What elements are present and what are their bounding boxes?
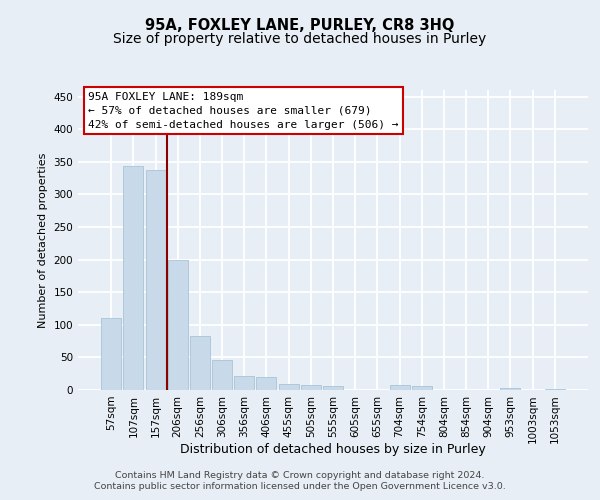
Text: Size of property relative to detached houses in Purley: Size of property relative to detached ho… (113, 32, 487, 46)
Text: Distribution of detached houses by size in Purley: Distribution of detached houses by size … (180, 442, 486, 456)
Text: Contains HM Land Registry data © Crown copyright and database right 2024.: Contains HM Land Registry data © Crown c… (115, 471, 485, 480)
Bar (412, 386, 432, 390)
Text: Contains public sector information licensed under the Open Government Licence v3: Contains public sector information licen… (94, 482, 506, 491)
Bar (389, 385, 410, 390)
Bar (101, 318, 121, 390)
Bar (234, 376, 254, 390)
Bar (190, 336, 210, 390)
Bar (256, 377, 277, 390)
Text: 95A, FOXLEY LANE, PURLEY, CR8 3HQ: 95A, FOXLEY LANE, PURLEY, CR8 3HQ (145, 18, 455, 32)
Text: 95A FOXLEY LANE: 189sqm
← 57% of detached houses are smaller (679)
42% of semi-d: 95A FOXLEY LANE: 189sqm ← 57% of detache… (88, 92, 398, 130)
Bar (500, 388, 520, 390)
Bar (146, 170, 166, 390)
Bar (301, 386, 321, 390)
Bar (168, 260, 188, 390)
Bar (212, 360, 232, 390)
Bar (323, 386, 343, 390)
Bar (124, 166, 143, 390)
Bar (545, 388, 565, 390)
Y-axis label: Number of detached properties: Number of detached properties (38, 152, 48, 328)
Bar (278, 384, 299, 390)
